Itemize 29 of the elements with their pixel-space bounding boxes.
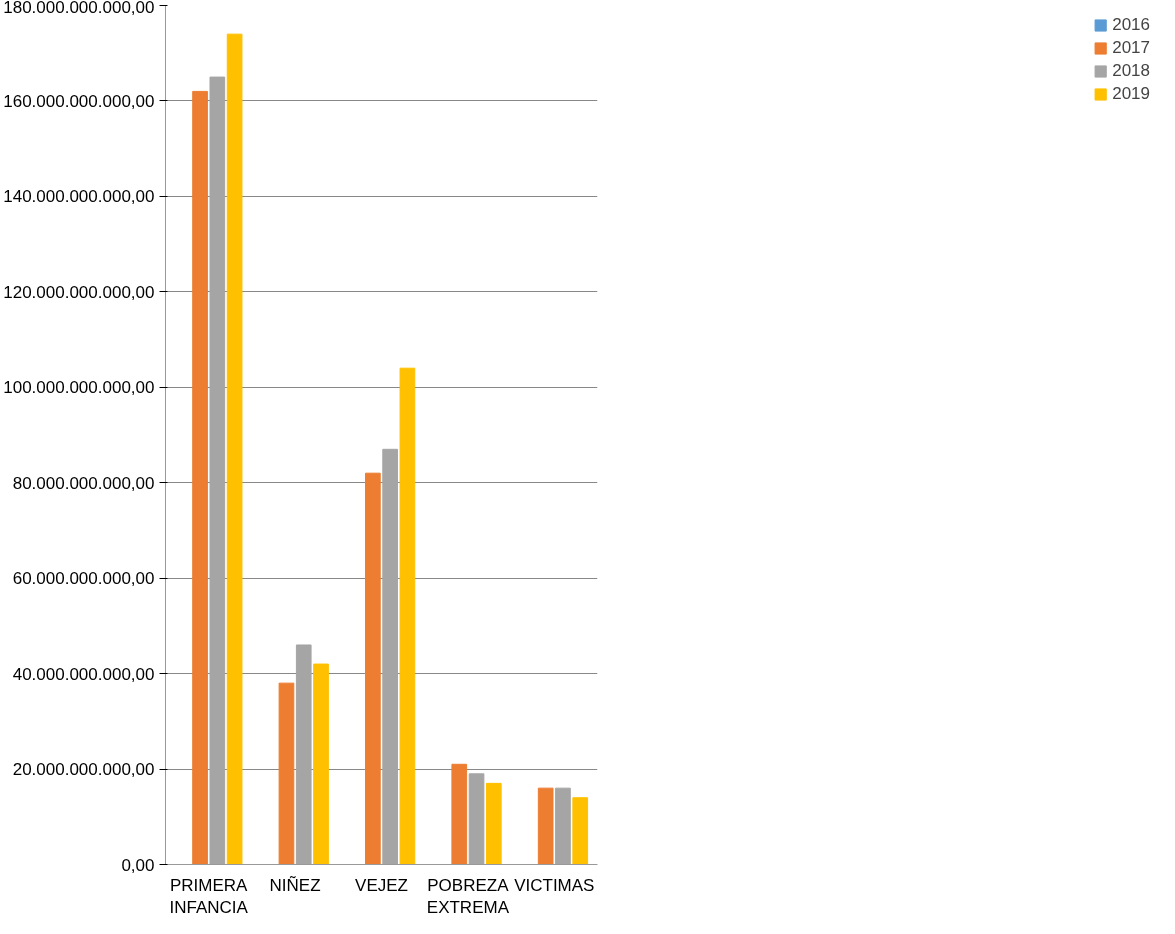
bar bbox=[226, 33, 243, 865]
y-tick-label: 40.000.000.000,00 bbox=[12, 664, 155, 684]
y-tick-label: 140.000.000.000,00 bbox=[3, 187, 155, 207]
bar bbox=[537, 787, 554, 865]
bar bbox=[192, 90, 208, 865]
y-tick-label: 60.000.000.000,00 bbox=[12, 569, 155, 589]
y-tick-label: 100.000.000.000,00 bbox=[3, 378, 155, 398]
bar bbox=[365, 472, 381, 865]
legend-label: 2017 bbox=[1112, 38, 1150, 58]
bar bbox=[451, 763, 468, 865]
x-tick-label: VICTIMAS bbox=[514, 875, 595, 895]
x-tick-label: VEJEZ bbox=[355, 875, 408, 895]
y-tick-label: 0,00 bbox=[121, 855, 155, 875]
x-tick-label: NIÑEZ bbox=[269, 875, 321, 895]
bar bbox=[278, 682, 295, 865]
bar bbox=[572, 797, 589, 865]
legend-label: 2019 bbox=[1112, 84, 1150, 104]
y-tick-label: 120.000.000.000,00 bbox=[3, 282, 155, 302]
x-tick-label: POBREZA EXTREMA bbox=[426, 875, 510, 918]
bar bbox=[399, 367, 416, 865]
legend-label: 2016 bbox=[1112, 15, 1150, 35]
bar bbox=[485, 782, 502, 865]
y-tick-label: 80.000.000.000,00 bbox=[12, 473, 155, 493]
y-tick-label: 180.000.000.000,00 bbox=[3, 0, 155, 17]
x-tick-label: PRIMERA INFANCIA bbox=[169, 875, 249, 918]
y-tick-label: 20.000.000.000,00 bbox=[12, 760, 155, 780]
y-tick-label: 160.000.000.000,00 bbox=[3, 91, 155, 111]
legend-label: 2018 bbox=[1112, 61, 1150, 81]
bar bbox=[313, 663, 329, 865]
